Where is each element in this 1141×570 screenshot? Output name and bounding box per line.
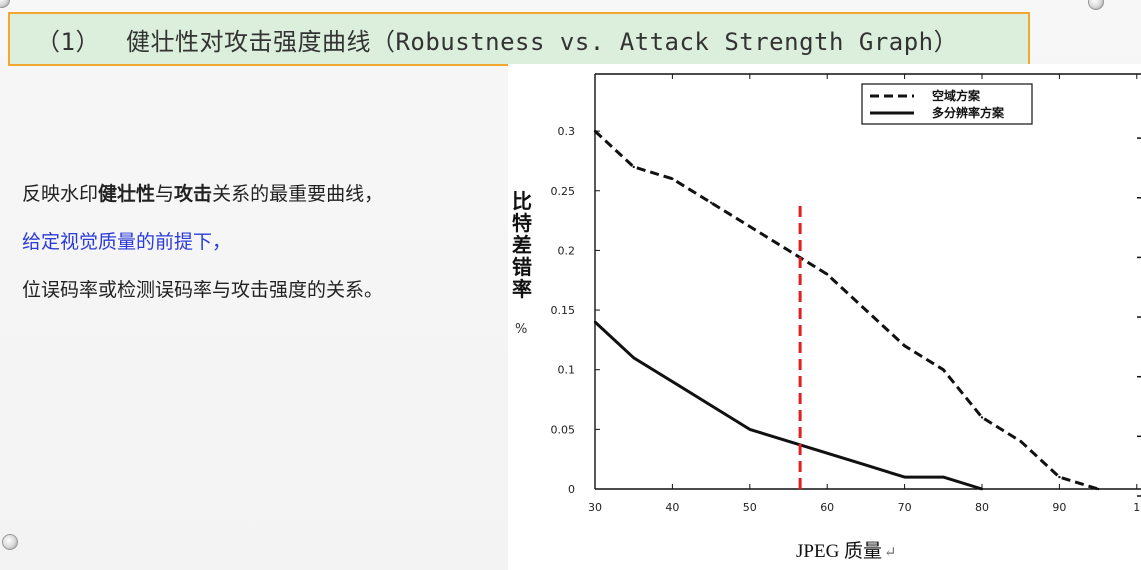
series-1-point (942, 368, 945, 371)
x-tick-label: 70 (898, 501, 912, 514)
x-tick-label: 80 (975, 501, 989, 514)
series-1-point (980, 416, 984, 419)
series-1-point (826, 273, 829, 276)
series-2-point (787, 440, 790, 443)
series-line-2 (593, 320, 983, 491)
y-axis-label: 比特差错率 (512, 189, 532, 301)
series-1-point (1058, 475, 1061, 479)
series-2-point (671, 380, 674, 383)
series-1-point (787, 249, 790, 252)
slide-body-text: 反映水印健壮性与攻击关系的最重要曲线， 给定视觉质量的前提下， 位误码率或检测误… (22, 170, 383, 314)
slide-title-bar: （1） 健壮性对攻击强度曲线（Robustness vs. Attack Str… (8, 12, 1030, 66)
series-2-point (980, 487, 984, 491)
chart-panel: 30 40 50 60 70 80 90 1 0.3 0.25 0.2 0.15 0.1 0.05 0 空域… (508, 64, 1141, 570)
series-1-point (1019, 440, 1022, 443)
body-text-bold-attack: 攻击 (174, 183, 213, 205)
body-line-3: 位误码率或检测误码率与攻击强度的关系。 (22, 279, 384, 301)
series-1-point (709, 201, 713, 204)
y-tick-label: 0 (568, 483, 575, 496)
body-text-segment: 与 (155, 183, 175, 205)
y-tick-label: 0.1 (558, 364, 576, 377)
lines-layer (593, 129, 1100, 491)
series-1-point (632, 165, 635, 169)
y-tick-label: 0.25 (551, 185, 576, 198)
chart-svg: 30 40 50 60 70 80 90 1 0.3 0.25 0.2 0.15 0.1 0.05 0 空域… (551, 73, 1141, 514)
slide-title-text: 健壮性对攻击强度曲线（Robustness vs. Attack Strengt… (125, 27, 959, 56)
slide-title-number: （1） (36, 27, 100, 56)
series-2-point (593, 320, 597, 324)
y-tick-label: 0.2 (558, 244, 576, 257)
x-tick-label: 1 (1133, 501, 1140, 514)
corner-bead-bottom-left (2, 534, 18, 550)
corner-bead-top-left (0, 0, 10, 8)
series-1-point (864, 308, 868, 312)
body-line-2: 给定视觉质量的前提下， (22, 231, 232, 253)
series-2-point (903, 475, 906, 479)
y-tick-label: 0.15 (551, 304, 576, 317)
series-1-point (671, 177, 674, 181)
series-2-point (864, 463, 868, 467)
body-text-segment: 关系的最重要曲线， (212, 183, 384, 205)
legend-label-1: 空域方案 (932, 88, 981, 103)
legend-label-2: 多分辨率方案 (932, 105, 1005, 120)
series-2-point (709, 404, 713, 407)
x-axis-label-wrap: JPEG 质量 ↵ (796, 536, 897, 563)
body-text-segment: 反映水印 (22, 183, 99, 205)
y-axis-unit: % (515, 322, 528, 337)
series-1-point (748, 225, 751, 228)
series-2-point (632, 356, 635, 359)
series-1-point (903, 344, 906, 348)
x-tick-label: 50 (743, 501, 757, 514)
x-tick-label: 60 (820, 501, 834, 514)
x-tick-label: 30 (588, 501, 602, 514)
y-tick-label: 0.05 (551, 423, 576, 436)
series-1-point (1096, 487, 1100, 491)
y-tick-label: 0.3 (558, 125, 576, 138)
x-tick-label: 90 (1052, 501, 1066, 514)
x-axis-label: JPEG 质量 (796, 541, 883, 562)
series-2-point (748, 428, 751, 431)
corner-bead-top-right (1088, 0, 1104, 10)
body-text-bold-robustness: 健壮性 (98, 183, 156, 205)
ticks-layer: 30 40 50 60 70 80 90 1 0.3 0.25 0.2 0.15 0.1 0.05 0 (551, 73, 1141, 514)
series-2-point (826, 452, 829, 455)
paragraph-mark-icon: ↵ (884, 545, 897, 561)
series-2-point (942, 475, 945, 479)
series-1-point (593, 129, 597, 133)
legend-box (861, 83, 1033, 125)
series-line-1 (593, 129, 1099, 491)
body-line-1: 反映水印健壮性与攻击关系的最重要曲线， (22, 170, 383, 218)
x-tick-label: 40 (665, 501, 679, 514)
